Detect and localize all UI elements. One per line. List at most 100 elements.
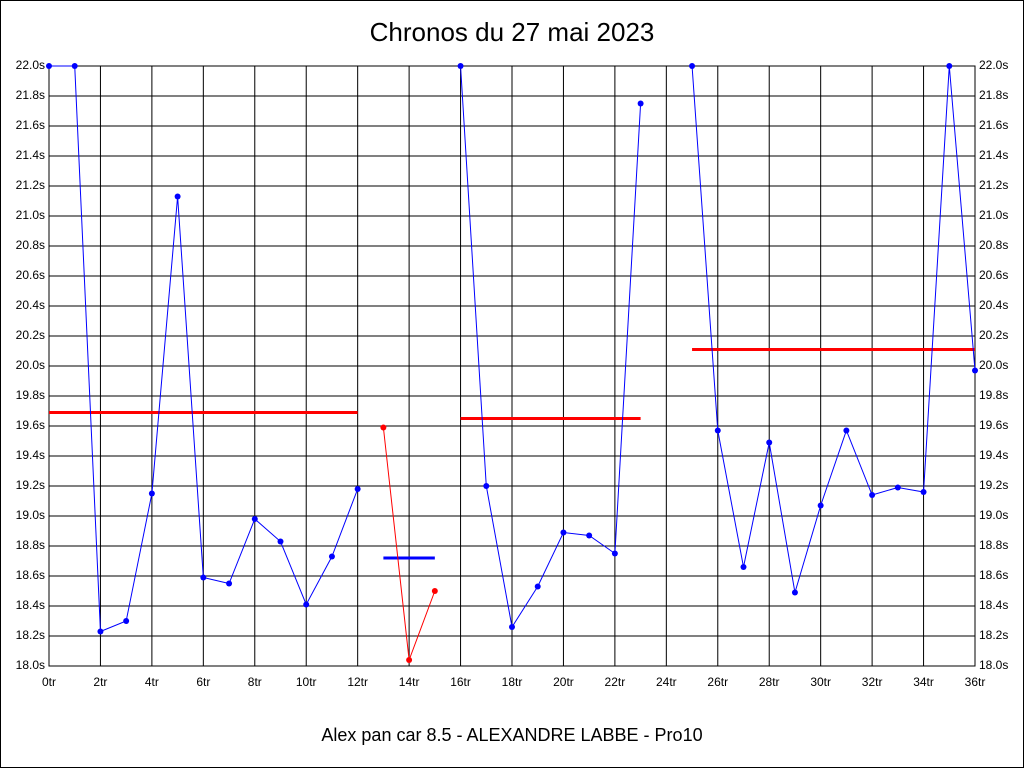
point — [534, 583, 541, 590]
x-tick-label: 14tr — [399, 675, 420, 689]
y-tick-label-right: 19.2s — [979, 478, 1008, 492]
x-tick-label: 0tr — [42, 675, 56, 689]
y-tick-label-right: 19.6s — [979, 418, 1008, 432]
point — [46, 63, 52, 69]
point — [483, 483, 490, 489]
x-tick-label: 20tr — [553, 675, 574, 689]
y-tick-label-right: 21.0s — [979, 208, 1008, 222]
y-tick-label-right: 20.0s — [979, 358, 1008, 372]
y-tick-label-right: 18.4s — [979, 598, 1008, 612]
x-tick-label: 4tr — [145, 675, 159, 689]
point — [251, 516, 258, 522]
y-tick-label-right: 19.4s — [979, 448, 1008, 462]
point — [71, 63, 78, 69]
y-tick-label-right: 20.2s — [979, 328, 1008, 342]
y-tick-label: 18.6s — [16, 568, 45, 582]
x-tick-label: 24tr — [656, 675, 677, 689]
y-tick-label-right: 18.6s — [979, 568, 1008, 582]
point — [354, 486, 361, 492]
point — [817, 502, 824, 509]
y-tick-label: 19.6s — [16, 418, 45, 432]
point — [946, 63, 953, 69]
point — [972, 367, 978, 374]
x-tick-label: 28tr — [759, 675, 780, 689]
y-tick-label: 19.8s — [16, 388, 45, 402]
point — [560, 529, 567, 536]
y-tick-label: 18.8s — [16, 538, 45, 552]
point — [791, 589, 798, 596]
y-tick-label-right: 18.8s — [979, 538, 1008, 552]
y-tick-label-right: 19.8s — [979, 388, 1008, 402]
y-tick-label: 21.6s — [16, 118, 45, 132]
point — [689, 63, 696, 69]
point — [380, 424, 387, 431]
x-tick-label: 26tr — [707, 675, 728, 689]
y-tick-label: 18.0s — [16, 658, 45, 672]
y-tick-label: 19.4s — [16, 448, 45, 462]
x-tick-label: 6tr — [196, 675, 210, 689]
y-tick-label-right: 19.0s — [979, 508, 1008, 522]
point — [431, 588, 438, 594]
point — [766, 439, 773, 446]
x-axis-label: Alex pan car 8.5 - ALEXANDRE LABBE - Pro… — [321, 725, 702, 745]
point — [611, 550, 618, 557]
y-tick-label: 20.8s — [16, 238, 45, 252]
point — [148, 490, 155, 497]
point — [303, 601, 310, 608]
y-tick-label: 20.4s — [16, 298, 45, 312]
x-tick-label: 32tr — [862, 675, 883, 689]
x-tick-label: 18tr — [502, 675, 523, 689]
y-tick-label: 18.2s — [16, 628, 45, 642]
y-tick-label: 19.2s — [16, 478, 45, 492]
y-tick-label: 18.4s — [16, 598, 45, 612]
point — [586, 532, 593, 539]
y-tick-label: 20.0s — [16, 358, 45, 372]
x-tick-label: 30tr — [810, 675, 831, 689]
y-tick-label-right: 18.2s — [979, 628, 1008, 642]
point — [920, 489, 927, 495]
x-tick-label: 12tr — [347, 675, 368, 689]
y-tick-label: 21.4s — [16, 148, 45, 162]
point — [869, 492, 876, 498]
point — [226, 580, 233, 587]
point — [200, 574, 207, 581]
y-tick-label: 22.0s — [16, 58, 45, 72]
y-tick-label: 21.8s — [16, 88, 45, 102]
point — [637, 100, 644, 107]
y-tick-label-right: 22.0s — [979, 58, 1008, 72]
point — [97, 628, 104, 635]
y-tick-label-right: 20.8s — [979, 238, 1008, 252]
point — [457, 63, 464, 69]
y-tick-label-right: 21.8s — [979, 88, 1008, 102]
y-tick-label: 19.0s — [16, 508, 45, 522]
point — [406, 657, 413, 663]
y-tick-label-right: 21.4s — [979, 148, 1008, 162]
point — [123, 618, 130, 624]
point — [740, 564, 747, 570]
x-tick-label: 2tr — [93, 675, 107, 689]
y-tick-label-right: 21.2s — [979, 178, 1008, 192]
point — [277, 538, 284, 545]
point — [843, 427, 850, 434]
chart-title: Chronos du 27 mai 2023 — [370, 17, 655, 47]
point — [509, 624, 515, 630]
y-tick-label-right: 18.0s — [979, 658, 1008, 672]
x-tick-label: 16tr — [450, 675, 471, 689]
point — [714, 427, 721, 434]
point — [894, 484, 901, 491]
y-tick-label: 20.2s — [16, 328, 45, 342]
y-tick-label-right: 20.4s — [979, 298, 1008, 312]
y-tick-label: 21.0s — [16, 208, 45, 222]
y-tick-label-right: 20.6s — [979, 268, 1008, 282]
y-tick-label: 21.2s — [16, 178, 45, 192]
x-tick-label: 34tr — [913, 675, 934, 689]
x-tick-label: 36tr — [965, 675, 986, 689]
point — [174, 193, 181, 200]
y-tick-label: 20.6s — [16, 268, 45, 282]
y-tick-label-right: 21.6s — [979, 118, 1008, 132]
x-tick-label: 10tr — [296, 675, 317, 689]
x-tick-label: 8tr — [248, 675, 262, 689]
point — [328, 553, 335, 560]
